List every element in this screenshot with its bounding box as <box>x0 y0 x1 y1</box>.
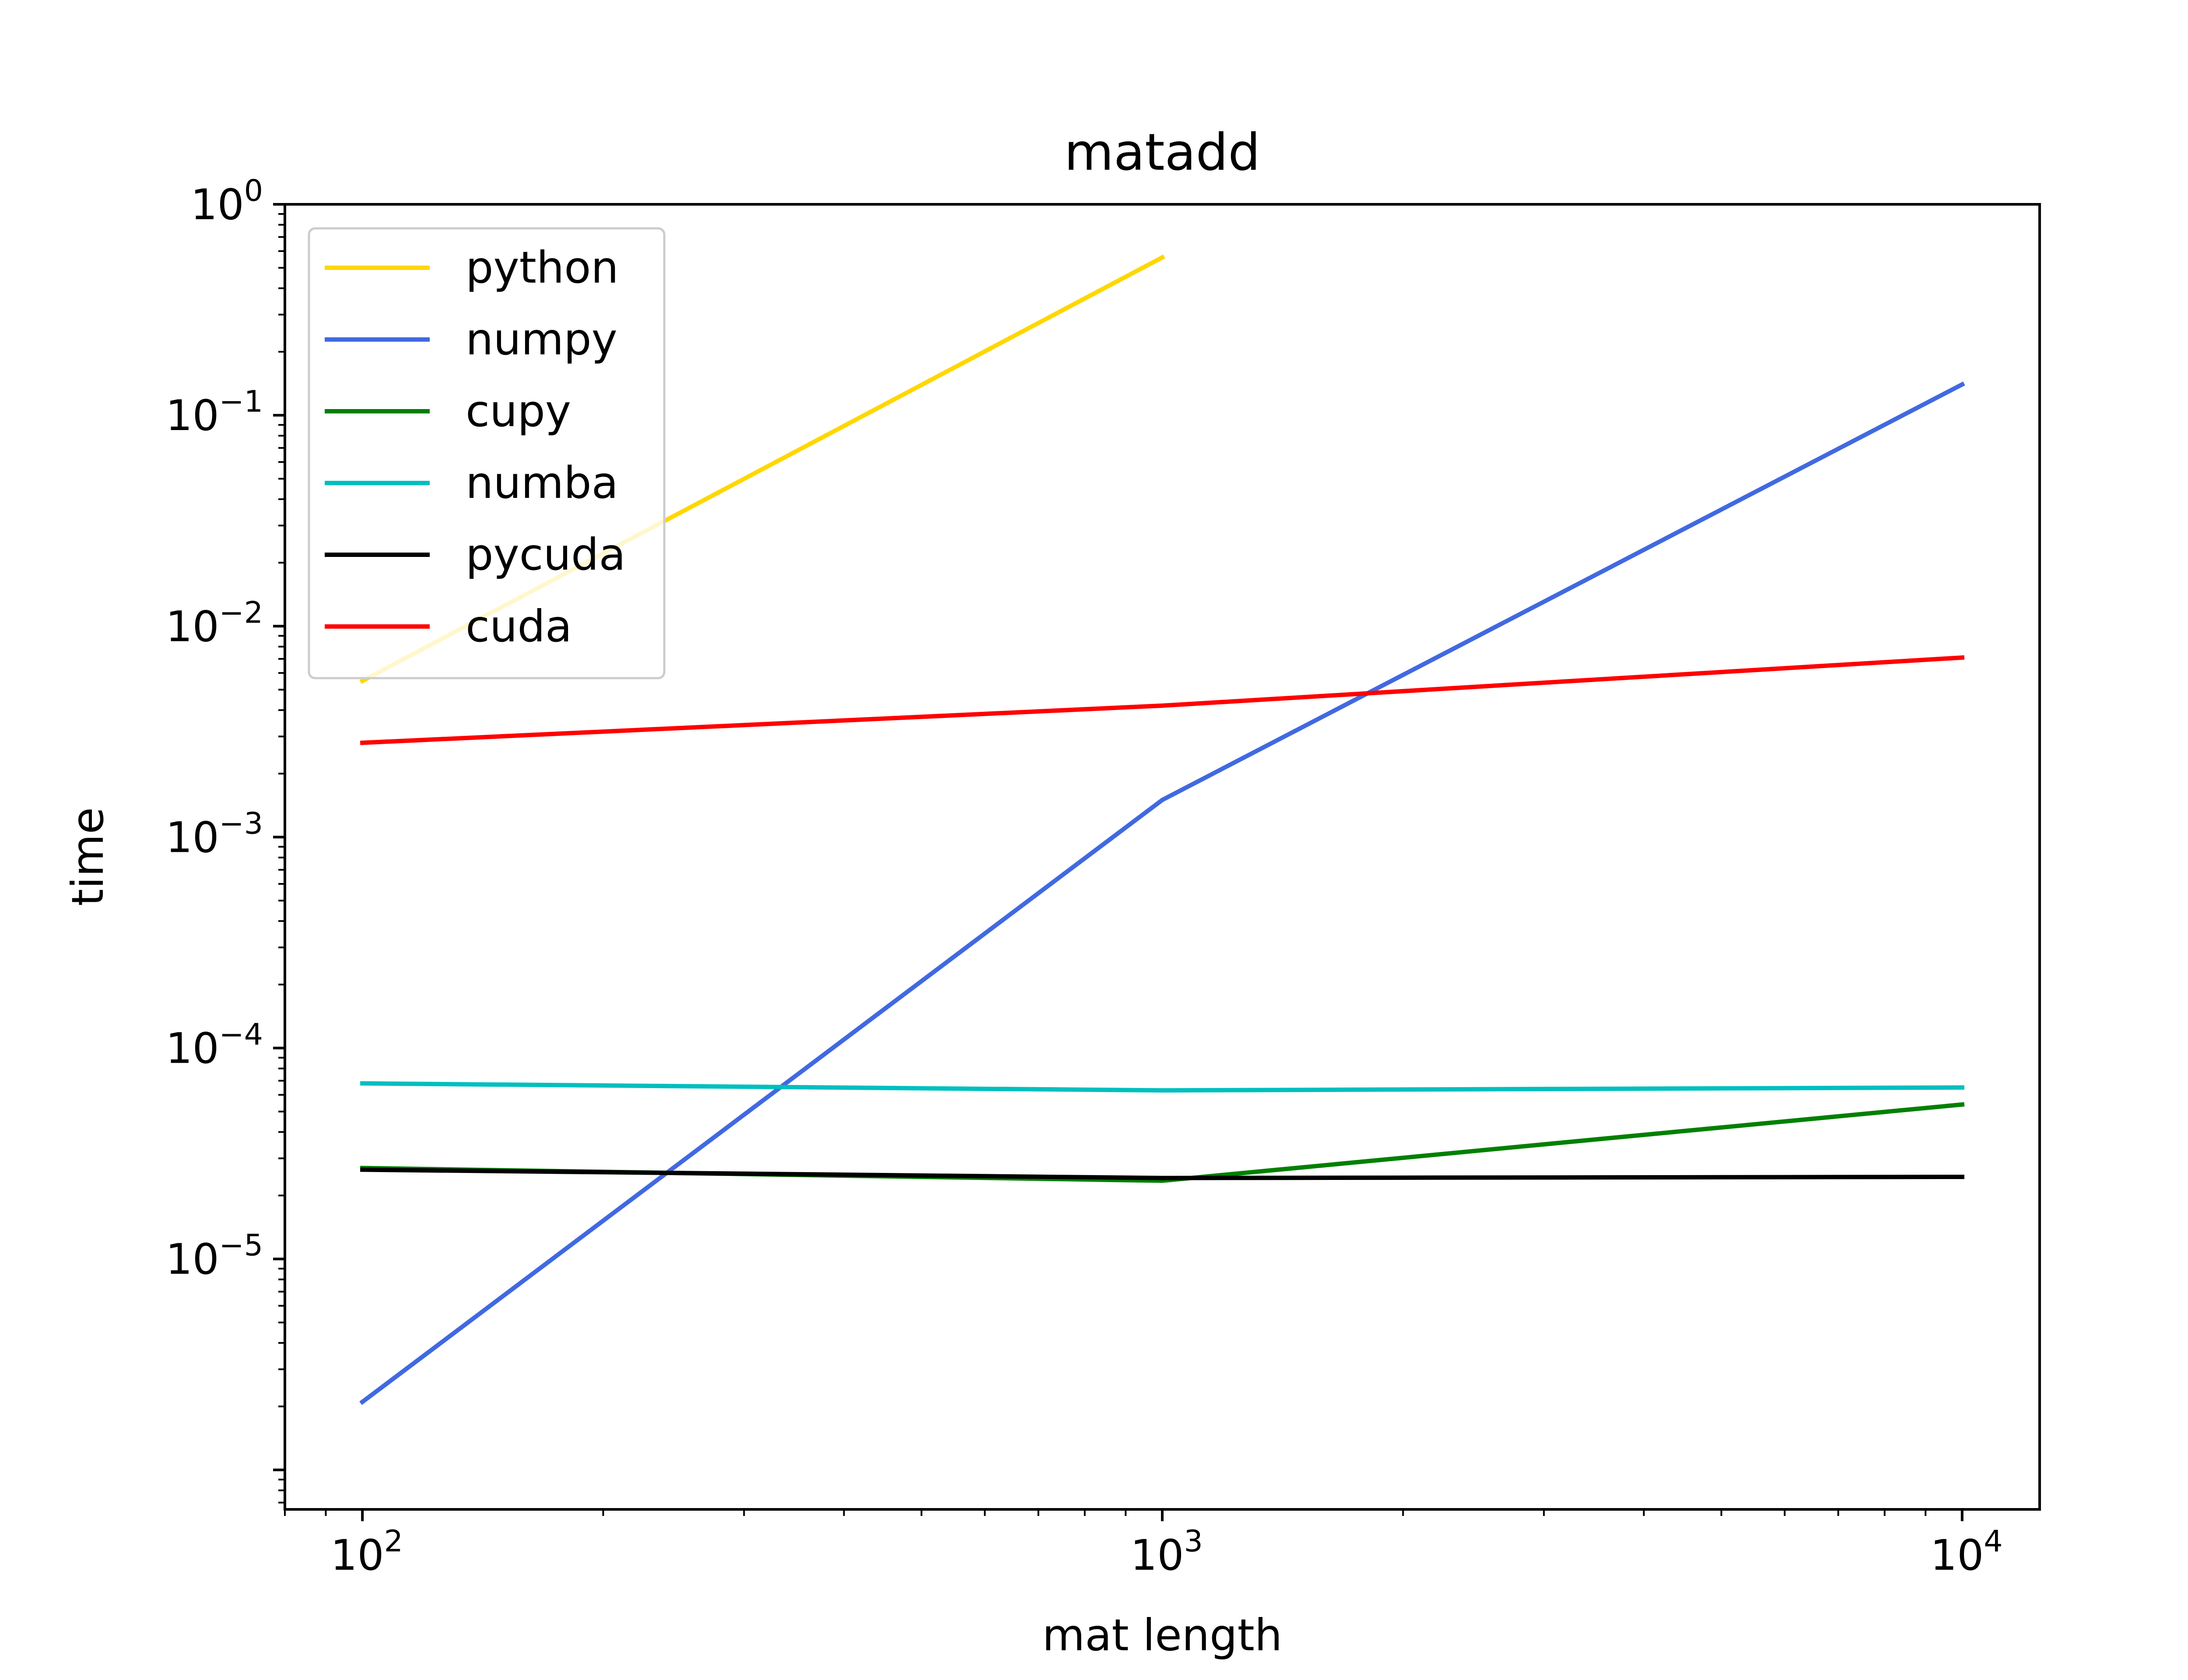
y-tick-label-base: 10 <box>166 1024 219 1073</box>
legend-label-cuda: cuda <box>466 601 572 652</box>
x-axis-label: mat length <box>1042 1610 1282 1661</box>
y-tick-label-exponent: −2 <box>219 595 263 630</box>
y-tick-label: 10−5 <box>166 1228 263 1284</box>
x-tick-label-exponent: 3 <box>1184 1524 1203 1559</box>
x-tick-label-base: 10 <box>330 1531 384 1580</box>
y-tick-label-exponent: 0 <box>244 174 263 208</box>
y-tick-label-base: 10 <box>191 180 244 229</box>
y-tick-label-base: 10 <box>166 391 219 440</box>
series-line-numpy <box>359 381 1965 1405</box>
y-tick-label-exponent: −1 <box>219 385 263 419</box>
series-line-pycuda <box>360 1167 1964 1180</box>
y-tick-label: 10−4 <box>166 1018 263 1073</box>
y-tick-label: 100 <box>191 174 263 229</box>
y-axis-label: time <box>62 807 113 906</box>
y-tick-label-base: 10 <box>166 813 219 862</box>
x-tick-label: 102 <box>330 1524 403 1580</box>
series-line-numba <box>360 1081 1964 1093</box>
series-line-cuda <box>360 655 1965 746</box>
legend-label-python: python <box>466 242 619 293</box>
legend: python numpy cupy numba pycuda cuda <box>308 227 666 679</box>
chart-title: matadd <box>1064 123 1260 182</box>
y-tick-label-base: 10 <box>166 1235 219 1284</box>
legend-label-numpy: numpy <box>466 314 617 365</box>
x-tick-label-base: 10 <box>1130 1531 1184 1580</box>
y-tick-label-base: 10 <box>166 602 219 651</box>
y-tick-label: 10−2 <box>166 595 263 651</box>
x-axis: 102 103 104 <box>284 1509 2003 1580</box>
x-tick-label-base: 10 <box>1930 1531 1984 1580</box>
y-tick-label: 10−3 <box>166 806 263 862</box>
y-tick-label: 10−1 <box>166 385 263 440</box>
y-tick-label-exponent: −5 <box>219 1228 263 1263</box>
legend-label-numba: numba <box>466 457 618 508</box>
y-tick-label-exponent: −4 <box>219 1018 263 1052</box>
legend-label-cupy: cupy <box>466 385 571 437</box>
y-tick-label-exponent: −3 <box>219 806 263 841</box>
x-tick-label: 103 <box>1130 1524 1203 1580</box>
x-tick-label-exponent: 2 <box>384 1524 403 1559</box>
x-tick-label: 104 <box>1930 1524 2002 1580</box>
x-tick-label-exponent: 4 <box>1984 1524 2002 1559</box>
legend-label-pycuda: pycuda <box>466 529 626 580</box>
